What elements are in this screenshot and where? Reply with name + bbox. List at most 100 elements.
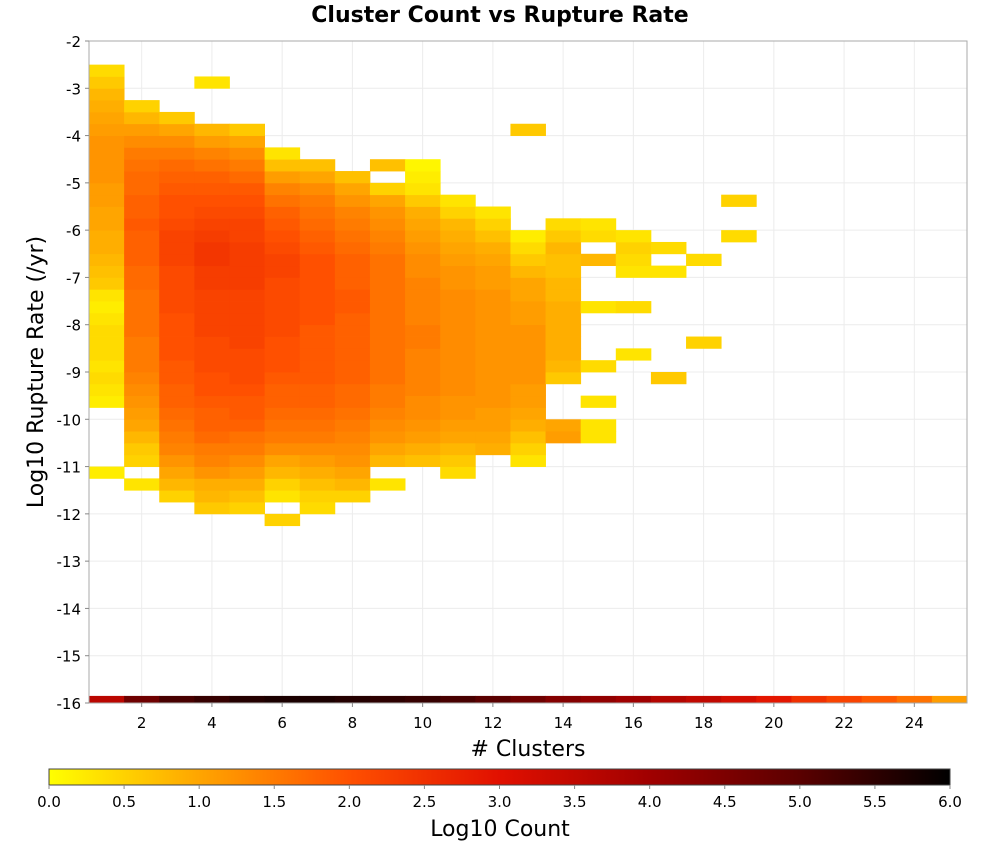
heatmap-cell [194, 395, 230, 408]
heatmap-cell [159, 478, 195, 491]
heatmap-cell [124, 289, 160, 302]
marginal-cell [686, 695, 722, 703]
heatmap-cell [229, 360, 265, 373]
heatmap-cell [124, 206, 160, 219]
heatmap-cell [580, 253, 617, 267]
heatmap-cell [229, 135, 265, 148]
heatmap-cell [264, 442, 301, 456]
heatmap-cell [580, 395, 617, 408]
heatmap-cell [580, 360, 617, 373]
y-tick-label: -2 [66, 33, 81, 51]
heatmap-cell [159, 372, 195, 385]
y-tick-label: -13 [57, 553, 82, 571]
heatmap-cell [264, 372, 301, 385]
heatmap-cell [159, 466, 195, 479]
heatmap-cell [299, 419, 336, 432]
heatmap-cell [299, 383, 336, 397]
heatmap-cell [299, 478, 336, 491]
heatmap-cell [334, 324, 371, 337]
colorbar-tick-label: 5.0 [788, 793, 812, 811]
heatmap-cell [89, 324, 125, 337]
heatmap-cell [229, 490, 265, 503]
heatmap-cell [194, 502, 230, 515]
heatmap-cell [475, 431, 511, 444]
heatmap-cell [264, 171, 301, 184]
heatmap-cell [159, 360, 195, 373]
heatmap-cell [510, 372, 546, 385]
heatmap-cell [334, 230, 371, 243]
heatmap-cell [159, 147, 195, 160]
x-tick-label: 24 [905, 714, 924, 732]
heatmap-cell [334, 312, 371, 326]
heatmap-cell [89, 312, 125, 326]
heatmap-cell [264, 194, 301, 207]
heatmap-cell [334, 490, 371, 503]
colorbar-tick-label: 1.0 [187, 793, 211, 811]
heatmap-cell [124, 301, 160, 314]
heatmap-cell [159, 218, 195, 231]
heatmap-cell [89, 230, 125, 243]
heatmap-cell [405, 277, 441, 290]
heatmap-cell [721, 230, 757, 243]
heatmap-cell [89, 147, 125, 160]
heatmap-cell [229, 289, 265, 302]
heatmap-cell [369, 360, 406, 373]
heatmap-cell [545, 230, 582, 243]
heatmap-cell [334, 277, 371, 290]
heatmap-cell [334, 182, 371, 196]
heatmap-cell [124, 360, 160, 373]
heatmap-cell [299, 182, 336, 196]
heatmap-cell [721, 194, 757, 207]
heatmap-cell [264, 206, 301, 219]
heatmap-cell [369, 159, 406, 172]
heatmap-cell [124, 123, 160, 136]
heatmap-cell [89, 76, 125, 89]
heatmap-cell [440, 383, 476, 397]
heatmap-cell [194, 241, 230, 255]
heatmap-cell [89, 395, 125, 408]
heatmap-cell [475, 336, 511, 349]
heatmap-cell [440, 312, 476, 326]
heatmap-cell [194, 324, 230, 337]
heatmap-cell [89, 111, 125, 125]
heatmap-cell [405, 218, 441, 231]
heatmap-cell [440, 360, 476, 373]
heatmap-cell [334, 206, 371, 219]
heatmap-cell [299, 372, 336, 385]
heatmap-cell [89, 206, 125, 219]
heatmap-cell [194, 171, 230, 184]
heatmap-cell [440, 265, 476, 278]
colorbar-tick-label: 6.0 [938, 793, 962, 811]
heatmap-cell [334, 253, 371, 267]
heatmap-cell [615, 253, 652, 267]
heatmap-cell [159, 301, 195, 314]
y-tick-label: -16 [57, 695, 82, 713]
heatmap-cell [615, 301, 652, 314]
heatmap-cell [405, 182, 441, 196]
heatmap-cell [229, 466, 265, 479]
heatmap-cell [475, 218, 511, 231]
heatmap-cell [89, 194, 125, 207]
heatmap-cell [405, 383, 441, 397]
marginal-cell [194, 695, 230, 703]
marginal-cell [159, 695, 195, 703]
heatmap-cell [159, 241, 195, 255]
heatmap-cell [89, 360, 125, 373]
chart-title: Cluster Count vs Rupture Rate [311, 3, 688, 28]
x-axis-ticks: 2 4 6 8 10 12 14 16 18 20 22 24 [137, 703, 924, 732]
heatmap-cell [124, 348, 160, 361]
marginal-cell [580, 695, 617, 703]
heatmap-cell [264, 407, 301, 420]
heatmap-cell [264, 336, 301, 349]
heatmap-cell [405, 360, 441, 373]
heatmap-cell [89, 64, 125, 77]
heatmap-cell [229, 265, 265, 278]
heatmap-cell [159, 182, 195, 196]
heatmap-cell [229, 502, 265, 515]
heatmap-cell [159, 348, 195, 361]
x-tick-label: 22 [835, 714, 854, 732]
heatmap-cell [299, 431, 336, 444]
heatmap-cell [334, 478, 371, 491]
heatmap-cell [264, 277, 301, 290]
heatmap-cell [194, 478, 230, 491]
